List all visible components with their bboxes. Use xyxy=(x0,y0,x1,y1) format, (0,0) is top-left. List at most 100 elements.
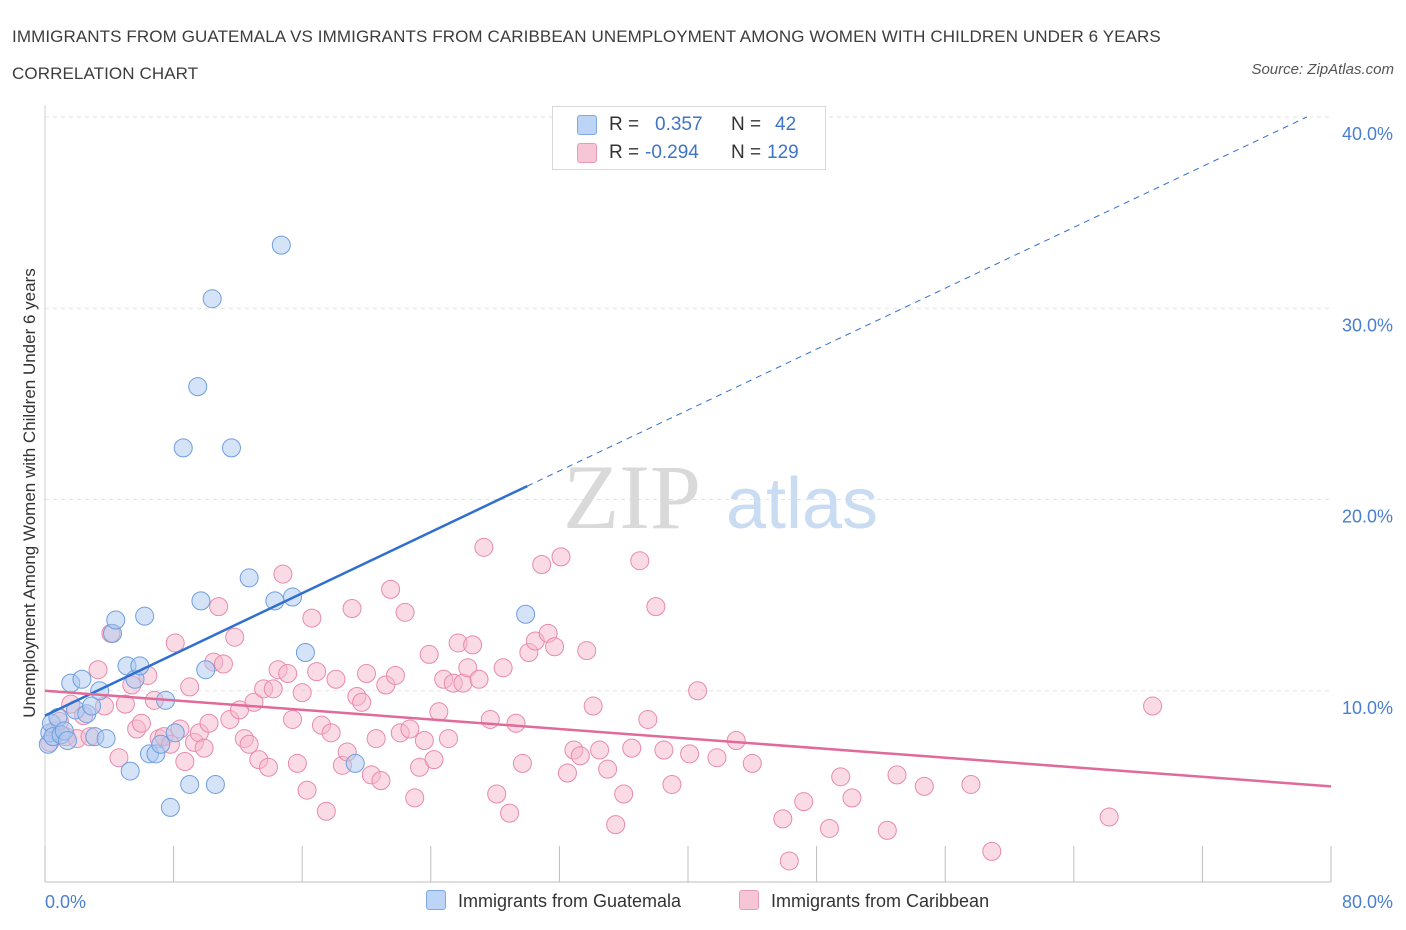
guatemala-point xyxy=(96,729,116,749)
caribbean-point xyxy=(606,815,626,835)
guatemala-point xyxy=(516,604,536,624)
guatemala-point xyxy=(173,438,193,458)
caribbean-point xyxy=(819,818,839,838)
caribbean-swatch-icon xyxy=(577,143,597,163)
legend-item-caribbean: Immigrants from Caribbean xyxy=(739,890,989,912)
guatemala-trend-extension xyxy=(527,116,1308,487)
guatemala-points xyxy=(38,235,536,817)
caribbean-point xyxy=(914,776,934,796)
caribbean-point xyxy=(487,784,507,804)
caribbean-point xyxy=(590,740,610,760)
caribbean-point xyxy=(366,729,386,749)
caribbean-point xyxy=(419,644,439,664)
guatemala-point xyxy=(196,660,216,680)
guatemala-point xyxy=(165,723,185,743)
r-label: R = xyxy=(609,142,640,163)
caribbean-point xyxy=(209,597,229,617)
caribbean-point xyxy=(371,771,391,791)
caribbean-point xyxy=(480,709,500,729)
n-label: N = xyxy=(731,142,762,163)
y-axis-label: Unemployment Among Women with Children U… xyxy=(20,268,39,717)
caribbean-point xyxy=(512,753,532,773)
legend-label-caribbean: Immigrants from Caribbean xyxy=(771,891,990,911)
caribbean-point xyxy=(278,664,298,684)
caribbean-point xyxy=(381,579,401,599)
n-value: 42 xyxy=(775,114,797,135)
watermark-zip: ZIP xyxy=(563,446,701,548)
caribbean-point xyxy=(493,658,513,678)
caribbean-point xyxy=(302,608,322,628)
caribbean-point xyxy=(532,555,552,575)
caribbean-point xyxy=(1099,807,1119,827)
guatemala-point xyxy=(239,568,259,588)
caribbean-point xyxy=(688,681,708,701)
guatemala-trend-line xyxy=(44,484,528,717)
caribbean-point xyxy=(239,734,259,754)
caribbean-point xyxy=(458,658,478,678)
guatemala-point xyxy=(135,606,155,626)
caribbean-point xyxy=(545,637,565,657)
caribbean-point xyxy=(273,564,293,584)
guatemala-point xyxy=(221,438,241,458)
caribbean-point xyxy=(577,641,597,661)
caribbean-point xyxy=(463,635,483,655)
y-tick-label: 20.0% xyxy=(1342,507,1393,527)
caribbean-point xyxy=(630,551,650,571)
y-tick-label: 10.0% xyxy=(1342,698,1393,718)
guatemala-point xyxy=(58,730,78,750)
caribbean-point xyxy=(357,664,376,684)
r-value: -0.294 xyxy=(645,142,699,163)
caribbean-point xyxy=(326,669,346,689)
caribbean-point xyxy=(429,702,449,722)
caribbean-point xyxy=(773,809,793,829)
grid-lines xyxy=(45,116,1331,692)
caribbean-point xyxy=(352,692,372,712)
caribbean-point xyxy=(779,851,799,871)
n-label: N = xyxy=(731,114,762,135)
caribbean-point xyxy=(283,709,303,729)
caribbean-legend-swatch-icon xyxy=(739,890,759,910)
caribbean-point xyxy=(982,841,1002,861)
caribbean-point xyxy=(316,801,336,821)
caribbean-point xyxy=(297,780,317,800)
caribbean-point xyxy=(654,740,674,760)
watermark-atlas: atlas xyxy=(726,464,878,544)
caribbean-point xyxy=(583,696,603,716)
guatemala-point xyxy=(295,643,315,662)
caribbean-point xyxy=(199,713,219,733)
caribbean-point xyxy=(180,677,200,697)
caribbean-point xyxy=(794,792,814,812)
caribbean-point xyxy=(88,660,108,680)
guatemala-point xyxy=(160,797,180,817)
guatemala-point xyxy=(205,774,225,794)
watermark: ZIP atlas xyxy=(563,446,878,548)
source-label: Source: ZipAtlas.com xyxy=(1251,61,1394,78)
x-tick-label: 0.0% xyxy=(45,892,86,912)
guatemala-point xyxy=(72,669,92,689)
caribbean-point xyxy=(342,599,362,619)
caribbean-point xyxy=(395,602,415,622)
caribbean-point xyxy=(646,597,666,617)
caribbean-point xyxy=(887,765,907,785)
caribbean-point xyxy=(385,665,405,685)
guatemala-swatch-icon xyxy=(577,115,597,135)
caribbean-point xyxy=(831,767,851,787)
caribbean-point xyxy=(287,753,307,773)
guatemala-legend-swatch-icon xyxy=(426,890,446,910)
guatemala-point xyxy=(345,753,365,773)
caribbean-point xyxy=(506,713,526,733)
caribbean-point xyxy=(570,746,590,766)
caribbean-point xyxy=(638,709,658,729)
caribbean-point xyxy=(258,757,278,777)
caribbean-point xyxy=(321,723,341,743)
y-tick-label: 30.0% xyxy=(1342,315,1393,335)
caribbean-point xyxy=(307,662,327,682)
caribbean-point xyxy=(109,748,129,768)
caribbean-point xyxy=(131,713,151,733)
caribbean-point xyxy=(194,738,214,758)
caribbean-point xyxy=(662,774,682,794)
guatemala-point xyxy=(180,774,200,794)
caribbean-point xyxy=(961,774,981,794)
guatemala-point xyxy=(271,235,291,255)
caribbean-point xyxy=(877,820,897,840)
